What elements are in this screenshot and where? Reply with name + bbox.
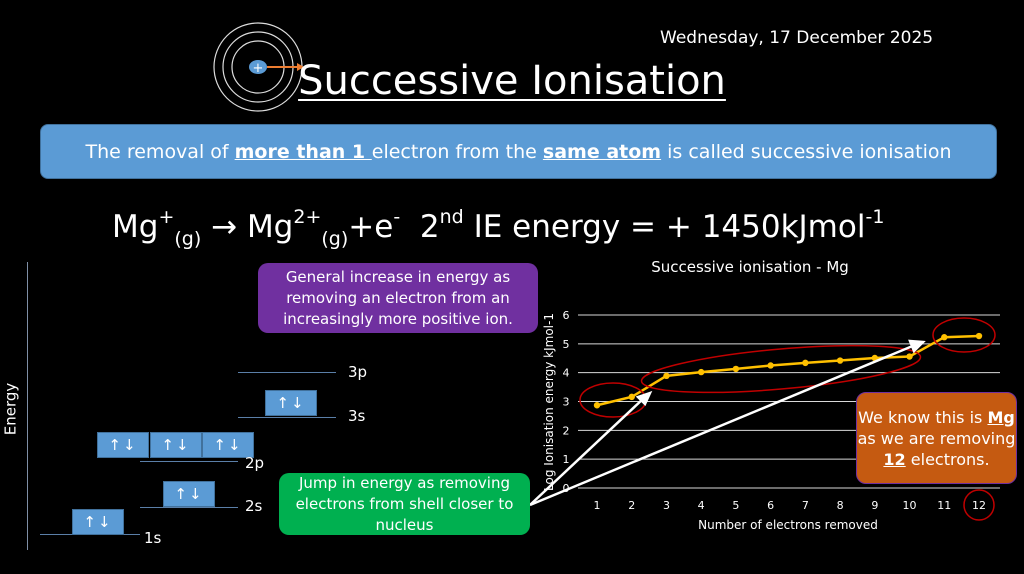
x-tick-label: 1 xyxy=(594,499,601,512)
x-tick-label: 7 xyxy=(802,499,809,512)
level-3s-label: 3s xyxy=(348,407,366,425)
orbital-3s: ↑↓ xyxy=(265,390,317,416)
level-1s-label: 1s xyxy=(144,529,162,547)
data-point xyxy=(732,365,740,373)
orbital-2p-3: ↑↓ xyxy=(202,432,254,458)
highlight-ellipse-shell2 xyxy=(640,344,922,394)
arrow-to-jump-2 xyxy=(529,343,916,507)
series-line xyxy=(596,334,980,407)
highlight-ellipse-shell3 xyxy=(579,382,647,418)
level-3s-line xyxy=(238,417,336,418)
banner-text: The removal of more than 1 electron from… xyxy=(85,140,952,163)
y-tick-label: 0 xyxy=(563,482,570,495)
arrowhead-2 xyxy=(908,339,926,354)
x-tick-label: 8 xyxy=(837,499,844,512)
slide-date: Wednesday, 17 December 2025 xyxy=(660,28,934,48)
x-tick-label: 10 xyxy=(903,499,917,512)
energy-axis xyxy=(27,262,28,550)
data-point xyxy=(628,393,635,401)
level-2s-label: 2s xyxy=(245,497,263,515)
x-tick-label: 12 xyxy=(972,499,986,512)
orbital-2p-1: ↑↓ xyxy=(97,432,149,458)
atom-electron-removal-icon: + xyxy=(213,22,304,112)
data-point xyxy=(941,334,948,341)
mg-conclusion-note: We know this is Mg as we are removing 12… xyxy=(856,392,1017,484)
data-point xyxy=(906,353,913,360)
level-2p-label: 2p xyxy=(245,454,265,472)
data-point xyxy=(975,332,983,340)
x-tick-label: 3 xyxy=(663,499,670,512)
y-tick-label: 4 xyxy=(563,367,570,380)
arrow-to-jump-1 xyxy=(529,397,645,506)
y-tick-label: 1 xyxy=(563,453,570,466)
y-tick-label: 3 xyxy=(563,396,570,409)
ionisation-equation: Mg+(g) → Mg2+(g)+e- 2nd IE energy = + 14… xyxy=(112,206,885,250)
arrowhead-1 xyxy=(635,390,653,407)
orbital-2s: ↑↓ xyxy=(163,481,215,507)
orbital-2p-2: ↑↓ xyxy=(150,432,202,458)
x-axis-label: Number of electrons removed xyxy=(698,518,878,532)
definition-banner: The removal of more than 1 electron from… xyxy=(40,124,997,179)
data-point xyxy=(697,368,705,376)
data-point xyxy=(593,402,601,409)
orbital-1s: ↑↓ xyxy=(72,509,124,535)
data-point xyxy=(802,359,809,367)
data-point xyxy=(767,362,774,369)
level-2s-line xyxy=(140,507,238,508)
title-text: Successive Ionisation xyxy=(298,58,726,104)
x-tick-label: 4 xyxy=(698,499,705,512)
svg-text:+: + xyxy=(253,61,264,76)
y-tick-label: 2 xyxy=(563,424,570,437)
chart-title: Successive ionisation - Mg xyxy=(651,258,849,276)
slide-title: Successive Ionisation xyxy=(0,58,1024,104)
data-point xyxy=(663,372,670,380)
data-point xyxy=(836,357,844,364)
level-2p-line xyxy=(140,461,238,462)
shell-jump-note: Jump in energy as removing electrons fro… xyxy=(279,473,530,535)
x-tick-label: 11 xyxy=(937,499,951,512)
general-increase-note: General increase in energy as removing a… xyxy=(258,263,538,333)
x-tick-label: 5 xyxy=(732,499,739,512)
y-tick-label: 5 xyxy=(563,338,570,351)
level-3p-line xyxy=(238,372,336,373)
highlight-ellipse-12 xyxy=(963,489,995,521)
y-axis-label: Log Ionisation energy kJmol-1 xyxy=(542,313,556,491)
data-point xyxy=(871,354,879,362)
x-tick-label: 2 xyxy=(628,499,635,512)
highlight-ellipse-shell1 xyxy=(932,317,996,353)
x-tick-label: 6 xyxy=(767,499,774,512)
x-tick-label: 9 xyxy=(871,499,878,512)
level-3p-label: 3p xyxy=(348,363,368,381)
y-tick-label: 6 xyxy=(563,309,570,322)
